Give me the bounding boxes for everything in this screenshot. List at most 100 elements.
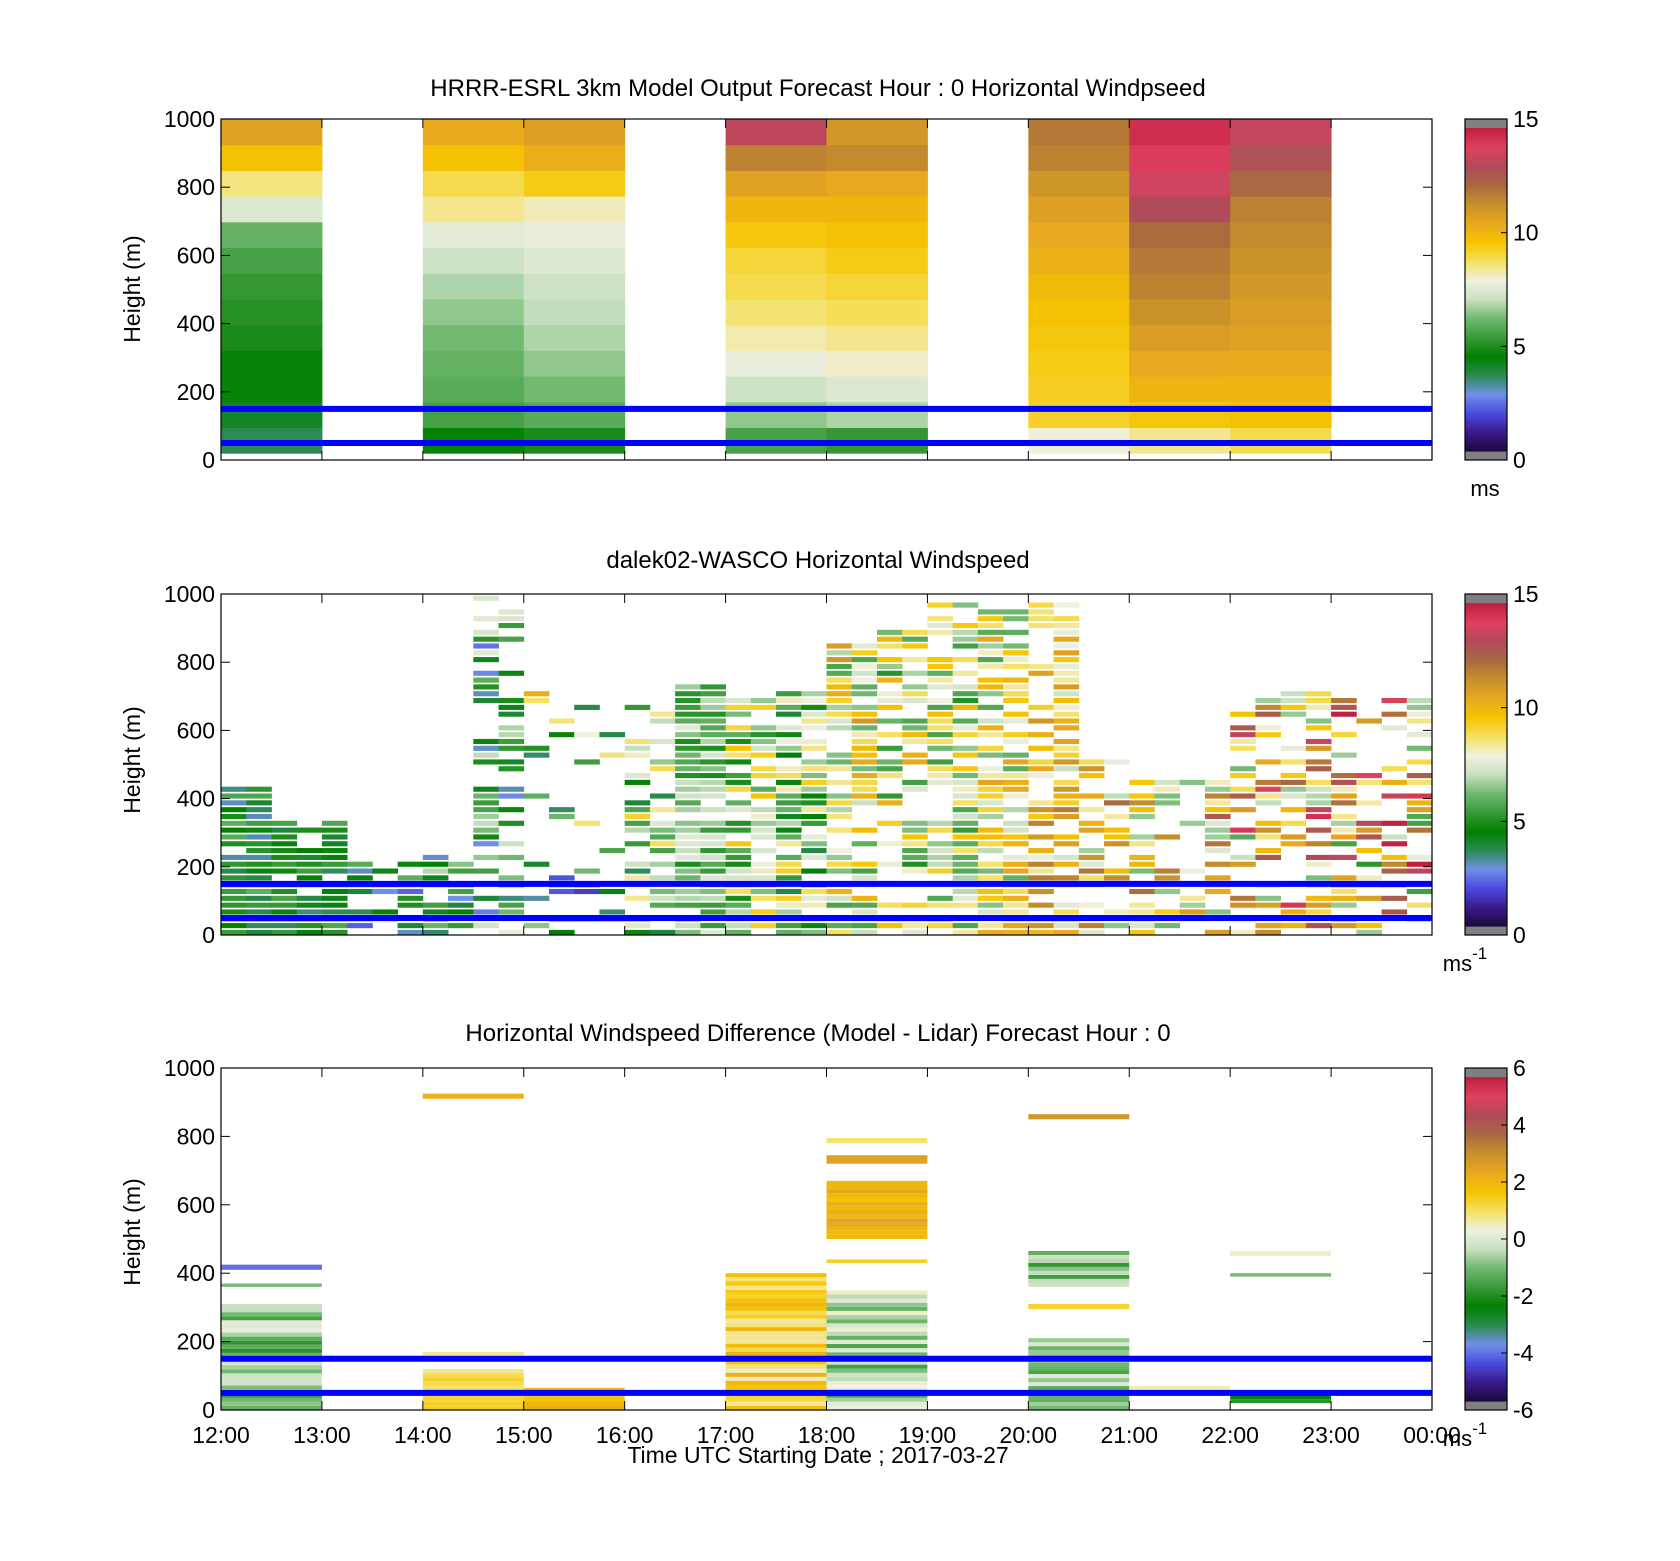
- model-cell: [422, 119, 525, 146]
- lidar-cell: [851, 895, 878, 901]
- lidar-cell: [1204, 929, 1231, 935]
- model-cell: [725, 273, 827, 300]
- colorbar-segment: [1465, 184, 1507, 188]
- lidar-cell: [271, 923, 298, 929]
- colorbar-segment: [1465, 332, 1507, 336]
- lidar-cell: [750, 813, 777, 820]
- lidar-cell: [1406, 902, 1433, 908]
- colorbar-segment: [1465, 608, 1507, 612]
- colorbar-segment: [1465, 1077, 1507, 1081]
- lidar-cell: [1305, 779, 1332, 785]
- lidar-cell: [801, 704, 827, 710]
- difference-cell: [1129, 1386, 1231, 1390]
- colorbar-frame: [1464, 118, 1508, 461]
- difference-cell: [221, 1316, 322, 1321]
- lidar-cell: [649, 807, 676, 813]
- lidar-cell: [1129, 861, 1155, 867]
- lidar-cell: [750, 745, 777, 751]
- colorbar-segment: [1465, 761, 1507, 766]
- lidar-cell: [271, 868, 298, 874]
- colorbar-segment: [1465, 1101, 1507, 1105]
- lidar-cell: [1129, 929, 1155, 935]
- lidar-cell: [296, 854, 323, 860]
- lidar-cell: [700, 861, 726, 867]
- lidar-cell: [1179, 895, 1206, 901]
- lidar-cell: [321, 929, 348, 935]
- lidar-cell: [977, 684, 1004, 690]
- lidar-cell: [826, 868, 853, 874]
- lidar-cell: [977, 861, 1004, 867]
- lidar-cell: [599, 732, 626, 738]
- colorbar-segment: [1465, 1198, 1507, 1202]
- lidar-cell: [1204, 793, 1231, 799]
- lidar-cell: [1129, 793, 1155, 799]
- model-cell: [1129, 221, 1231, 249]
- difference-cell: [221, 1283, 322, 1287]
- colorbar-segment: [1465, 1322, 1507, 1326]
- model-cell: [725, 401, 827, 428]
- lidar-cell: [1356, 929, 1382, 935]
- lidar-cell: [927, 602, 954, 608]
- colorbar-segment: [1465, 437, 1507, 441]
- lidar-cell: [700, 704, 726, 710]
- lidar-cell: [1204, 807, 1231, 813]
- lidar-cell: [851, 923, 878, 929]
- colorbar-tick-label: 6: [1513, 1055, 1526, 1081]
- lidar-cell: [750, 888, 777, 895]
- lidar-cell: [977, 622, 1004, 629]
- lidar-cell: [675, 752, 701, 758]
- lidar-cell: [473, 807, 499, 813]
- colorbar-frame: [1464, 593, 1508, 936]
- lidar-cell: [321, 902, 348, 908]
- colorbar-segment: [1465, 917, 1507, 922]
- difference-cell: [221, 1365, 322, 1370]
- lidar-cell: [1053, 861, 1080, 867]
- difference-cell: [826, 1290, 928, 1295]
- lidar-cell: [1053, 622, 1080, 629]
- lidar-cell: [725, 902, 752, 908]
- lidar-cell: [1179, 779, 1206, 785]
- colorbar-segment: [1465, 826, 1507, 830]
- model-reference-lines: [221, 405, 1432, 446]
- lidar-cell: [1078, 923, 1105, 929]
- lidar-cell: [851, 875, 878, 881]
- colorbar-segment: [1465, 769, 1507, 774]
- difference-cell: [1028, 1402, 1130, 1407]
- colorbar-unit: ms: [1470, 476, 1499, 501]
- lidar-cell: [523, 895, 550, 901]
- colorbar-segment: [1465, 877, 1507, 881]
- colorbar-segment: [1465, 1117, 1507, 1121]
- lidar-cell: [675, 786, 701, 792]
- lidar-cell: [1230, 902, 1256, 908]
- lidar-cell: [952, 766, 979, 772]
- lidar-cell: [1280, 807, 1307, 813]
- lidar-cell: [1078, 848, 1105, 854]
- lidar-cell: [1154, 868, 1181, 874]
- lidar-cell: [1204, 827, 1231, 833]
- lidar-cell: [296, 827, 323, 833]
- y-tick-label: 600: [177, 242, 215, 268]
- lidar-cell: [927, 698, 954, 704]
- colorbar-segment: [1465, 904, 1507, 908]
- difference-cell: [1028, 1370, 1130, 1375]
- lidar-cell: [498, 793, 525, 799]
- colorbar-segment: [1465, 1087, 1507, 1092]
- lidar-cell: [1204, 861, 1231, 867]
- difference-panel: Horizontal Windspeed Difference (Model -…: [119, 1020, 1534, 1468]
- lidar-cell: [1305, 923, 1332, 929]
- lidar-cell: [1280, 834, 1307, 840]
- difference-cell: [221, 1340, 322, 1345]
- colorbar-segment: [1465, 1298, 1507, 1302]
- lidar-cell: [221, 813, 247, 820]
- lidar-cell: [1305, 902, 1332, 908]
- lidar-cell: [725, 800, 752, 806]
- lidar-cell: [977, 752, 1004, 758]
- lidar-cell: [725, 895, 752, 901]
- colorbar-segment: [1465, 896, 1507, 900]
- colorbar-segment: [1465, 1160, 1507, 1164]
- colorbar-segment: [1465, 1306, 1507, 1310]
- lidar-cell: [1280, 704, 1307, 710]
- lidar-cell: [977, 888, 1004, 895]
- lidar-cell: [624, 875, 651, 881]
